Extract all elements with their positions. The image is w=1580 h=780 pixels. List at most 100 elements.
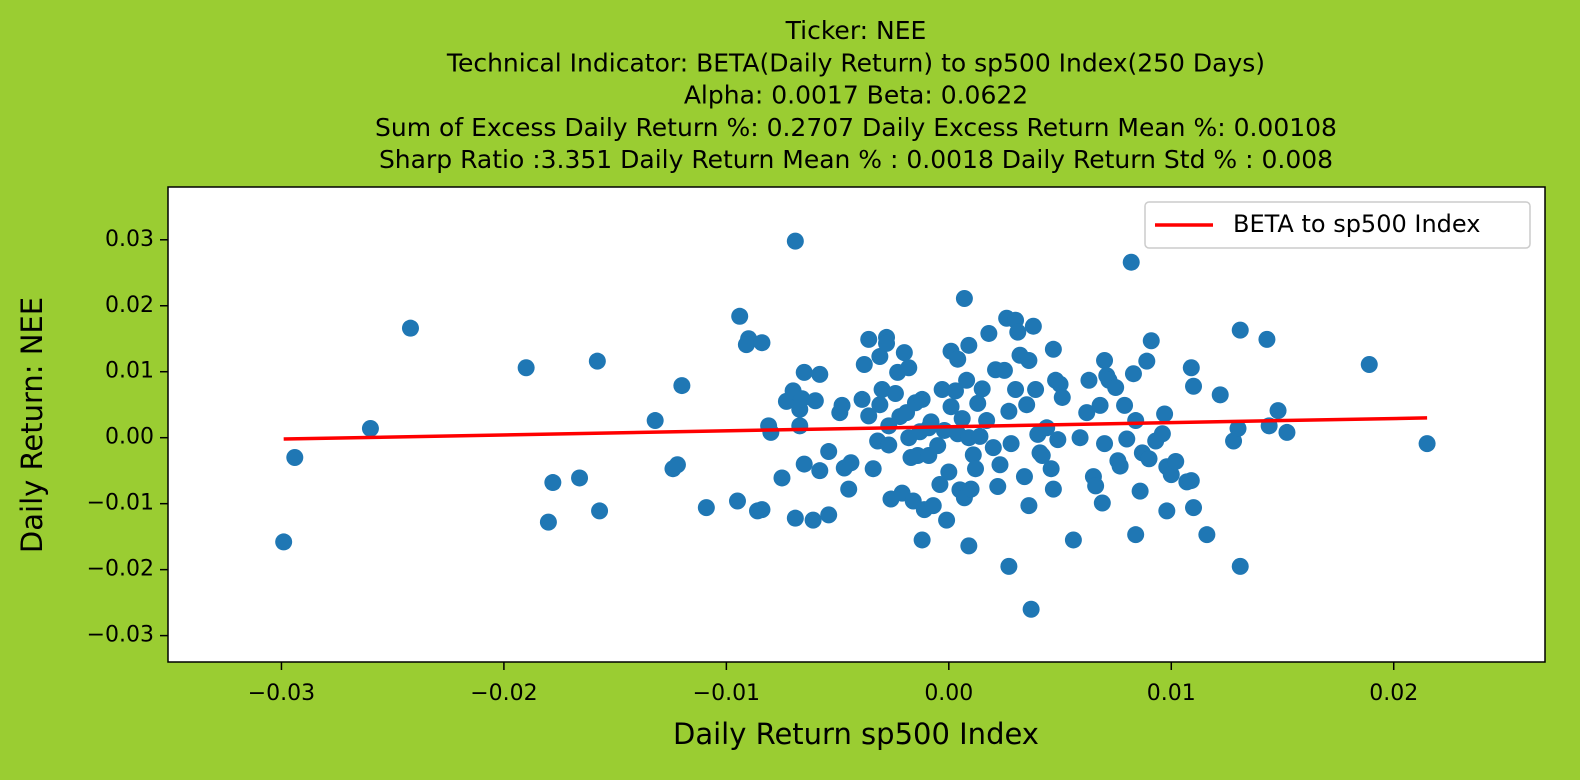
scatter-point [820,443,838,461]
chart-title: Alpha: 0.0017 Beta: 0.0622 [684,81,1028,110]
scatter-point [1124,365,1142,383]
scatter-point [955,289,973,307]
scatter-point [1051,375,1069,393]
scatter-point [938,511,956,529]
scatter-point [820,506,838,524]
scatter-point [949,350,967,368]
scatter-point [1020,497,1038,515]
scatter-point [786,232,804,250]
scatter-point [673,377,691,395]
scatter-point [811,365,829,383]
scatter-point [1127,526,1145,544]
scatter-point [860,330,878,348]
scatter-point [1360,355,1378,373]
scatter-point [973,380,991,398]
scatter-point [811,462,829,480]
scatter-point [1042,460,1060,478]
scatter-point [1024,317,1042,335]
scatter-point [1096,352,1114,370]
scatter-point [853,390,871,408]
scatter-point [1162,466,1180,484]
scatter-point [842,454,860,472]
scatter-point [913,531,931,549]
scatter-point [1033,447,1051,465]
scatter-point [1231,557,1249,575]
scatter-point [1211,386,1229,404]
scatter-point [1020,352,1038,370]
scatter-point [895,344,913,362]
scatter-point [886,384,904,402]
scatter-point [995,361,1013,379]
scatter-point [275,533,293,551]
scatter-point [1198,526,1216,544]
regression-line [283,416,1428,441]
scatter-point [1022,600,1040,618]
scatter-point [1127,412,1145,430]
scatter-point [804,511,822,529]
scatter-point [1153,425,1171,443]
scatter-point [1131,482,1149,500]
scatter-point [401,319,419,337]
scatter-point [864,460,882,478]
scatter-point [1064,531,1082,549]
scatter-point [873,381,891,399]
scatter-point [967,460,985,478]
plot-area [168,187,1545,662]
chart-title: Sum of Excess Daily Return %: 0.2707 Dai… [375,113,1337,142]
y-tick-label: 0.03 [105,227,154,252]
scatter-point [871,348,889,366]
scatter-point [591,502,609,520]
scatter-point [924,497,942,515]
scatter-point [971,427,989,445]
scatter-point [1044,340,1062,358]
x-tick-label: 0.00 [924,681,973,706]
scatter-point [697,499,715,517]
scatter-point [664,460,682,478]
scatter-point [1071,429,1089,447]
scatter-point [588,352,606,370]
y-axis-label: Daily Return: NEE [15,297,49,553]
x-tick-label: 0.01 [1147,681,1196,706]
scatter-point [878,334,896,352]
scatter-point [571,469,589,487]
scatter-point [1278,423,1296,441]
scatter-point [1258,330,1276,348]
x-axis-label: Daily Return sp500 Index [673,717,1039,751]
scatter-point [1167,452,1185,470]
chart-title: Sharp Ratio :3.351 Daily Return Mean % :… [379,145,1333,174]
scatter-point [940,463,958,481]
scatter-point [728,492,746,510]
scatter-point [980,324,998,342]
x-tick-label: −0.03 [248,681,315,706]
scatter-point [833,396,851,414]
scatter-point [989,478,1007,496]
scatter-point [1015,468,1033,486]
scatter-point [1138,352,1156,370]
scatter-point [1182,472,1200,490]
scatter-point [795,363,813,381]
scatter-point [517,359,535,377]
y-tick-label: 0.01 [105,359,154,384]
chart-title: Technical Indicator: BETA(Daily Return) … [446,48,1265,77]
scatter-point [1418,435,1436,453]
legend-box [1144,201,1531,249]
scatter-point [933,381,951,399]
scatter-point [646,412,664,430]
scatter-point [1009,323,1027,341]
y-tick-label: −0.02 [87,557,154,582]
plot-frame [167,186,1546,663]
scatter-point [929,437,947,455]
scatter-point [795,455,813,473]
scatter-point [1053,388,1071,406]
scatter-point [931,476,949,494]
scatter-point [913,390,931,408]
scatter-point [1116,396,1134,414]
y-tick-label: −0.01 [87,491,154,516]
scatter-point [860,407,878,425]
scatter-point [1027,381,1045,399]
scatter-point [1140,450,1158,468]
scatter-point [946,382,964,400]
scatter-point [1158,502,1176,520]
scatter-point [962,480,980,498]
